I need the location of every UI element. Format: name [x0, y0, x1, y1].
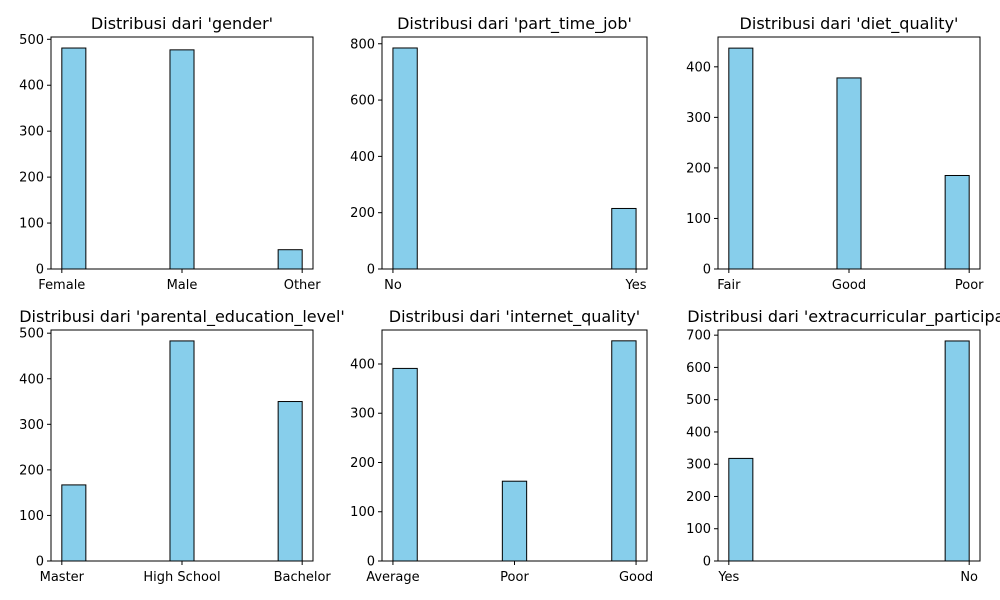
subplot-4: 0 100 200 300 400 500 Master High School Bachelo…	[19, 307, 345, 585]
x-tick-label: No	[384, 278, 402, 293]
y-tick-label: 0	[703, 555, 711, 570]
bar-good	[836, 77, 862, 270]
y-tick-label: 200	[686, 490, 711, 505]
x-tick-label: Male	[167, 278, 198, 293]
x-tick-label: Bachelor	[274, 570, 332, 585]
chart-title: Distribusi dari 'parental_education_leve…	[19, 307, 345, 327]
bar-high-school	[169, 340, 195, 562]
y-tick-label: 800	[350, 37, 375, 52]
chart-title: Distribusi dari 'internet_quality'	[389, 307, 640, 327]
bar-poor	[501, 480, 528, 562]
axes-frame	[50, 329, 314, 562]
y-tick-label: 200	[350, 456, 375, 471]
chart-title: Distribusi dari 'extracurricular_partici…	[687, 307, 1000, 327]
axes-frame	[717, 36, 981, 270]
y-tick-label: 0	[367, 263, 375, 278]
y-tick-label: 0	[36, 263, 44, 278]
x-tick-label: Fair	[717, 278, 741, 293]
y-tick-label: 100	[686, 522, 711, 537]
y-tick-label: 400	[686, 60, 711, 75]
x-tick-label: Poor	[955, 278, 984, 293]
chart-title: Distribusi dari 'diet_quality'	[740, 14, 959, 34]
x-tick-label: Master	[40, 570, 85, 585]
y-tick-label: 200	[686, 161, 711, 176]
bar-master	[61, 484, 87, 562]
y-tick-label: 200	[350, 206, 375, 221]
bar-average	[392, 367, 418, 562]
y-tick-label: 100	[19, 509, 44, 524]
y-tick-label: 300	[19, 418, 44, 433]
y-tick-label: 0	[703, 263, 711, 278]
y-tick-label: 400	[350, 150, 375, 165]
y-tick-label: 500	[19, 33, 44, 48]
bar-yes	[611, 207, 637, 270]
y-tick-label: 600	[686, 361, 711, 376]
bar-other	[277, 249, 303, 270]
bar-yes	[728, 457, 754, 562]
subplot-6: 0 100 200 300 400 500 600 700 Yes No Distribusi da…	[686, 307, 1000, 585]
x-tick-label: No	[960, 570, 978, 585]
bar-female	[61, 47, 87, 270]
bar-poor	[944, 174, 970, 270]
chart-title: Distribusi dari 'gender'	[91, 14, 273, 33]
y-tick-label: 100	[19, 217, 44, 232]
bar-bachelor	[277, 401, 303, 562]
y-tick-label: 0	[367, 555, 375, 570]
bar-male	[169, 49, 195, 270]
y-tick-label: 500	[19, 327, 44, 342]
bar-fair	[728, 47, 754, 270]
y-tick-label: 500	[686, 393, 711, 408]
y-tick-label: 400	[19, 79, 44, 94]
x-tick-label: High School	[143, 570, 220, 585]
y-tick-label: 400	[19, 372, 44, 387]
axes-frame	[381, 329, 648, 562]
x-tick-label: Good	[832, 278, 866, 293]
y-tick-label: 600	[350, 94, 375, 109]
axes-frame	[50, 36, 314, 270]
y-tick-label: 0	[36, 555, 44, 570]
chart-title: Distribusi dari 'part_time_job'	[397, 14, 632, 34]
y-tick-label: 400	[350, 357, 375, 372]
y-tick-label: 700	[686, 329, 711, 344]
axes-frame	[717, 329, 981, 562]
y-tick-label: 300	[350, 407, 375, 422]
bar-good	[611, 340, 637, 562]
y-tick-label: 300	[686, 111, 711, 126]
bar-no	[944, 340, 970, 562]
x-tick-label: Female	[38, 278, 85, 293]
y-tick-label: 200	[19, 463, 44, 478]
subplot-5: 0 100 200 300 400 Average Poor Good Distribusi d…	[350, 307, 653, 585]
axes-frame	[381, 36, 648, 270]
x-tick-label: Poor	[500, 570, 529, 585]
y-tick-label: 100	[350, 505, 375, 520]
y-tick-label: 300	[686, 458, 711, 473]
subplot-1: 0 100 200 300 400 500 Female Male Other Distribus…	[19, 14, 321, 293]
bar-no	[392, 47, 418, 270]
x-tick-label: Average	[366, 570, 419, 585]
subplot-2: 0 200 400 600 800 No Yes Distribusi dari 'part_…	[350, 14, 648, 293]
y-tick-label: 300	[19, 125, 44, 140]
subplot-3: 0 100 200 300 400 Fair Good Poor Distribusi dari…	[686, 14, 984, 293]
y-tick-label: 200	[19, 171, 44, 186]
y-tick-label: 100	[686, 212, 711, 227]
x-tick-label: Yes	[625, 278, 647, 293]
x-tick-label: Yes	[717, 570, 739, 585]
y-tick-label: 400	[686, 425, 711, 440]
x-tick-label: Good	[619, 570, 653, 585]
x-tick-label: Other	[284, 278, 322, 293]
